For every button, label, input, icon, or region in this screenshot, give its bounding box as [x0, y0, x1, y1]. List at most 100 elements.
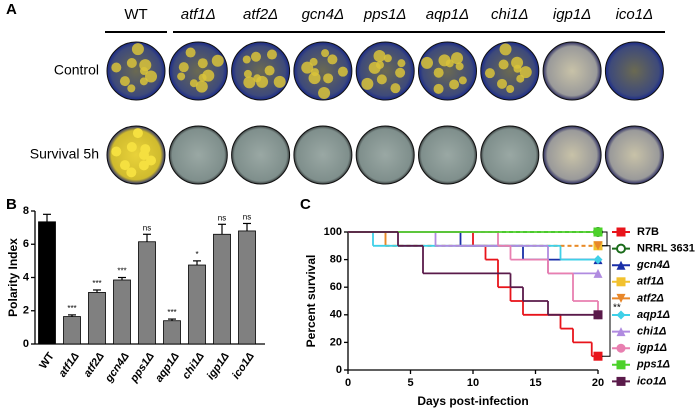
plate: [480, 41, 540, 101]
bar: [188, 264, 206, 345]
colony: [506, 84, 515, 93]
y-tick-label: 40: [330, 309, 342, 321]
plate: [355, 125, 415, 185]
legend-marker: [616, 343, 626, 353]
legend-label: pps1Δ: [636, 359, 670, 371]
legend-label: igp1Δ: [637, 342, 667, 354]
bracket: [602, 231, 608, 247]
colony: [111, 146, 122, 157]
y-tick-label: 2: [23, 305, 29, 317]
x-tick-label: 10: [467, 377, 479, 389]
x-tick-label: 20: [592, 377, 604, 389]
colony: [266, 49, 277, 60]
bar: [88, 292, 106, 345]
colony: [337, 66, 348, 77]
colony: [451, 52, 464, 65]
legend-marker: [616, 277, 626, 287]
legend-label: atf2Δ: [637, 292, 664, 304]
y-axis-label: Percent survival: [304, 255, 318, 348]
panel-label: C: [300, 196, 311, 213]
bar: [138, 241, 156, 345]
colony: [458, 76, 467, 85]
x-tick-label: 0: [345, 377, 351, 389]
column-label: aqp1Δ: [426, 6, 469, 23]
panel-label: A: [6, 1, 17, 18]
colony: [497, 78, 508, 89]
colony: [264, 65, 275, 76]
legend-label: R7B: [637, 226, 659, 238]
panel-label: B: [6, 196, 17, 213]
colony: [211, 54, 224, 67]
colony: [126, 167, 137, 178]
plate: [355, 41, 415, 101]
y-tick-label: 6: [23, 238, 29, 250]
x-tick-label: atf2Δ: [82, 351, 107, 380]
legend-marker: [616, 260, 626, 270]
x-tick-label: WT: [37, 350, 57, 371]
x-tick-label: aqp1Δ: [153, 351, 182, 385]
plate: [604, 41, 664, 101]
bar: [63, 316, 81, 345]
significance: ***: [67, 304, 76, 313]
colony: [484, 68, 495, 79]
y-tick-label: 8: [23, 205, 29, 217]
colony: [433, 67, 444, 78]
colony: [498, 59, 509, 70]
colony: [318, 86, 331, 99]
significance: ***: [167, 308, 176, 317]
y-tick-label: 0: [23, 338, 29, 350]
x-tick-label: chi1Δ: [180, 351, 207, 382]
bracket: [602, 245, 611, 357]
y-tick-label: 4: [23, 271, 30, 283]
plate: [293, 41, 353, 101]
x-tick-label: 5: [407, 377, 413, 389]
colony: [390, 83, 401, 94]
plate: [293, 125, 353, 185]
significance: **: [613, 303, 621, 314]
significance: ***: [92, 279, 101, 288]
plate: [542, 125, 602, 185]
significance: ns: [218, 213, 226, 222]
colony: [126, 58, 137, 69]
end-marker: [593, 255, 603, 265]
colony: [185, 47, 196, 58]
column-label: atf2Δ: [243, 6, 278, 23]
legend-marker: [616, 360, 626, 370]
y-tick-label: 80: [330, 254, 342, 266]
plates: WT atf1Δ atf2Δ gcn4Δ pps1Δ aqp1Δ chi1Δ igp1Δ ico…: [30, 6, 664, 185]
plate: [168, 125, 228, 185]
x-tick-label: igp1Δ: [205, 351, 232, 382]
end-marker: [593, 310, 603, 320]
end-marker: [593, 241, 603, 251]
x-axis-label: Days post-infection: [417, 394, 528, 408]
legend-label: atf1Δ: [637, 276, 664, 288]
colony: [449, 79, 460, 90]
significance: ***: [117, 267, 126, 276]
colony: [197, 58, 208, 69]
colony: [127, 84, 136, 93]
colony: [383, 54, 392, 63]
colony: [126, 142, 137, 153]
colony: [499, 43, 512, 56]
legend-marker: [616, 327, 626, 337]
plate: [480, 125, 540, 185]
colony: [421, 56, 434, 69]
plate: [106, 125, 166, 185]
y-tick-label: 100: [324, 226, 342, 238]
legend-label: aqp1Δ: [637, 309, 670, 321]
colony: [395, 67, 406, 78]
plate: [106, 41, 166, 101]
x-tick-label: gcn4Δ: [102, 351, 131, 386]
colony: [511, 56, 524, 69]
row-label: Control: [54, 62, 99, 78]
colony: [376, 74, 387, 85]
colony: [139, 59, 152, 72]
legend-label: NRRL 3631: [637, 243, 695, 255]
plate: [542, 41, 602, 101]
colony: [301, 61, 314, 74]
colony: [397, 59, 406, 68]
y-tick-label: 60: [330, 281, 342, 293]
colony: [146, 155, 157, 166]
colony: [177, 72, 186, 81]
